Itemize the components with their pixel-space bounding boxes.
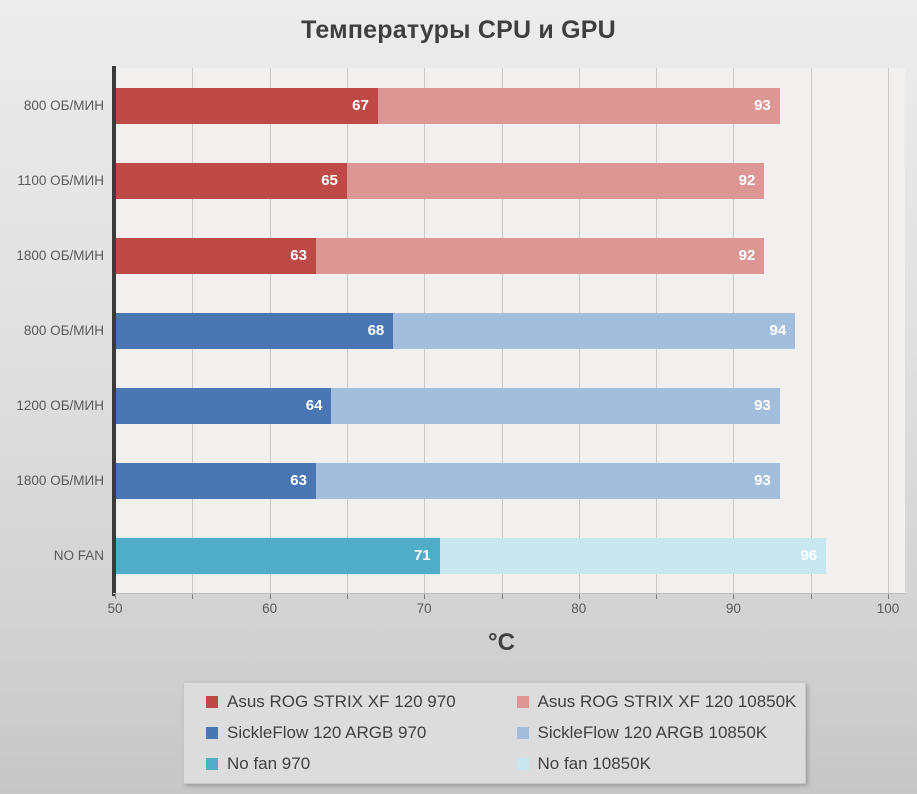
- x-axis-line: [113, 593, 905, 594]
- bar-value-label: 63: [290, 472, 307, 489]
- category-label: 800 ОБ/МИН: [23, 98, 104, 113]
- axis-tick-label: 90: [725, 601, 741, 616]
- axis-tick: [656, 594, 658, 599]
- legend-item: No fan 970: [184, 754, 495, 774]
- legend: Asus ROG STRIX XF 120 970 Asus ROG STRIX …: [183, 682, 806, 784]
- bar-segment-970: 63: [115, 237, 316, 274]
- legend-label: No fan 970: [227, 753, 311, 773]
- category-label: NO FAN: [53, 548, 104, 563]
- bar-segment-970: 63: [115, 462, 316, 499]
- legend-swatch-icon: [516, 726, 529, 739]
- bar-value-label: 64: [305, 397, 323, 414]
- bar-segment-970: 65: [115, 162, 347, 199]
- axis-tick: [578, 594, 580, 599]
- axis-tick: [269, 594, 271, 599]
- bar-value-label: 68: [367, 322, 385, 339]
- axis-tick: [424, 594, 426, 599]
- plot-area: 67 93 65 92 63 92 68 94 64 93 63 93 71 96: [115, 68, 905, 593]
- bar-segment-10850k: 93: [315, 462, 780, 499]
- legend-swatch-icon: [516, 757, 529, 770]
- bar-segment-10850k: 93: [331, 387, 780, 424]
- bar-value-label: 93: [754, 97, 771, 114]
- legend-label: No fan 10850K: [537, 753, 651, 773]
- gridline: [810, 68, 812, 593]
- y-axis-line: [112, 66, 116, 596]
- bar-value-label: 93: [754, 397, 771, 414]
- bar-value-label: 63: [290, 247, 307, 264]
- bar-value-label: 93: [754, 472, 771, 489]
- bar-value-label: 92: [738, 172, 756, 189]
- gridline: [888, 68, 889, 593]
- bar-row: 63 93: [115, 462, 888, 499]
- bar-segment-970: 64: [115, 387, 332, 424]
- axis-tick-label: 100: [876, 601, 900, 616]
- axis-tick: [346, 594, 348, 599]
- axis-tick-label: 70: [416, 601, 432, 616]
- legend-swatch-icon: [516, 696, 529, 709]
- legend-item: SickleFlow 120 ARGB 970: [184, 723, 495, 743]
- bar-segment-10850k: 92: [346, 162, 765, 199]
- bar-row: 67 93: [115, 87, 888, 124]
- bar-segment-10850k: 96: [439, 537, 827, 574]
- category-label: 1800 ОБ/МИН: [16, 473, 104, 488]
- legend-item: Asus ROG STRIX XF 120 970: [184, 692, 495, 712]
- bar-row: 63 92: [115, 237, 888, 274]
- category-label: 800 ОБ/МИН: [23, 323, 104, 338]
- bar-segment-970: 67: [115, 87, 378, 124]
- bar-value-label: 67: [352, 97, 369, 114]
- legend-label: SickleFlow 120 ARGB 10850K: [537, 722, 768, 742]
- bar-value-label: 96: [800, 547, 818, 564]
- bar-segment-970: 71: [115, 537, 440, 574]
- axis-tick-label: 60: [262, 601, 278, 616]
- axis-tick: [501, 594, 503, 599]
- legend-label: Asus ROG STRIX XF 120 970: [227, 692, 456, 712]
- legend-label: Asus ROG STRIX XF 120 10850K: [537, 692, 797, 712]
- x-axis-title: °C: [488, 629, 515, 656]
- bar-row: 68 94: [115, 312, 888, 349]
- legend-swatch-icon: [206, 696, 218, 709]
- bar-value-label: 92: [738, 247, 756, 264]
- bar-row: 65 92: [115, 162, 888, 199]
- legend-swatch-icon: [206, 757, 218, 770]
- category-label: 1800 ОБ/МИН: [16, 248, 104, 263]
- bar-value-label: 65: [321, 172, 338, 189]
- axis-tick: [733, 594, 735, 599]
- axis-tick: [888, 594, 889, 599]
- bar-segment-970: 68: [115, 312, 394, 349]
- axis-tick: [115, 594, 116, 599]
- category-label: 1200 ОБ/МИН: [16, 398, 104, 413]
- legend-label: SickleFlow 120 ARGB 970: [227, 722, 427, 742]
- axis-tick-label: 50: [107, 601, 123, 616]
- legend-item: Asus ROG STRIX XF 120 10850K: [495, 692, 806, 712]
- legend-item: No fan 10850K: [495, 754, 806, 774]
- legend-swatch-icon: [206, 726, 218, 739]
- bar-row: 71 96: [115, 537, 888, 574]
- bar-segment-10850k: 94: [393, 312, 796, 349]
- legend-item: SickleFlow 120 ARGB 10850K: [495, 723, 806, 743]
- bar-value-label: 94: [769, 322, 787, 339]
- bar-segment-10850k: 92: [315, 237, 765, 274]
- bar-segment-10850k: 93: [377, 87, 780, 124]
- bar-value-label: 71: [413, 547, 431, 564]
- axis-tick: [810, 594, 812, 599]
- axis-tick: [192, 594, 194, 599]
- chart-title: Температуры CPU и GPU: [301, 16, 616, 44]
- axis-tick-label: 80: [571, 601, 587, 616]
- bar-row: 64 93: [115, 387, 888, 424]
- category-label: 1100 ОБ/МИН: [17, 173, 104, 188]
